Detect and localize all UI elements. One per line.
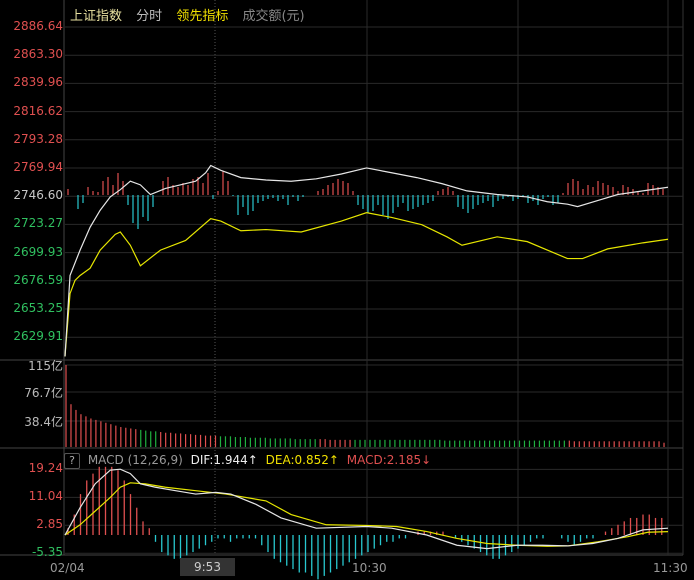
time-label-1030: 10:30	[352, 561, 387, 575]
indicator-tab-leading[interactable]: 领先指标	[176, 9, 229, 24]
macd-tick-label: -5.35	[31, 545, 63, 560]
price-line	[64, 164, 669, 357]
macd-header: ? MACD (12,26,9) DIF:1.944↑ DEA:0.852↑ M…	[64, 453, 435, 469]
dif-line	[64, 468, 669, 550]
macd-name[interactable]: MACD (12,26,9)	[87, 453, 183, 467]
volume-unit-label: 成交额(元)	[242, 9, 305, 24]
price-tick-label: 2816.62	[13, 103, 63, 118]
price-tick-label: 2746.60	[13, 188, 63, 203]
crosshair-time-label: 9:53	[180, 558, 235, 576]
price-tick-label: 2839.96	[13, 75, 63, 90]
avg-price-line	[64, 212, 669, 357]
macd-tick-label: 19.24	[28, 461, 63, 476]
dif-value: DIF:1.944↑	[190, 453, 258, 467]
macd-tick-label: 11.04	[28, 489, 63, 504]
price-tick-label: 2676.59	[13, 272, 63, 287]
volume-tick-label: 115亿	[28, 359, 63, 373]
price-tick-label: 2629.91	[13, 329, 63, 344]
price-tick-label: 2863.30	[13, 47, 63, 62]
volume-tick-label: 76.7亿	[24, 386, 63, 400]
macd-value: MACD:2.185↓	[346, 453, 432, 467]
view-tab-intraday[interactable]: 分时	[136, 9, 163, 24]
macd-tick-label: 2.85	[36, 517, 63, 532]
price-tick-label: 2793.28	[13, 131, 63, 146]
time-label-end: 11:30	[653, 561, 688, 575]
index-name[interactable]: 上证指数	[70, 9, 123, 24]
help-button[interactable]: ?	[64, 453, 80, 469]
price-tick-label: 2769.94	[13, 160, 63, 174]
price-tick-label: 2699.93	[13, 244, 63, 259]
price-tick-label: 2723.27	[13, 216, 63, 231]
price-tick-label: 2886.64	[13, 19, 63, 33]
dea-value: DEA:0.852↑	[265, 453, 339, 467]
chart-header: 上证指数 分时 领先指标 成交额(元)	[70, 5, 315, 24]
price-tick-label: 2653.25	[13, 301, 63, 315]
volume-tick-label: 38.4亿	[24, 415, 63, 429]
time-label-start: 02/04	[50, 561, 85, 575]
